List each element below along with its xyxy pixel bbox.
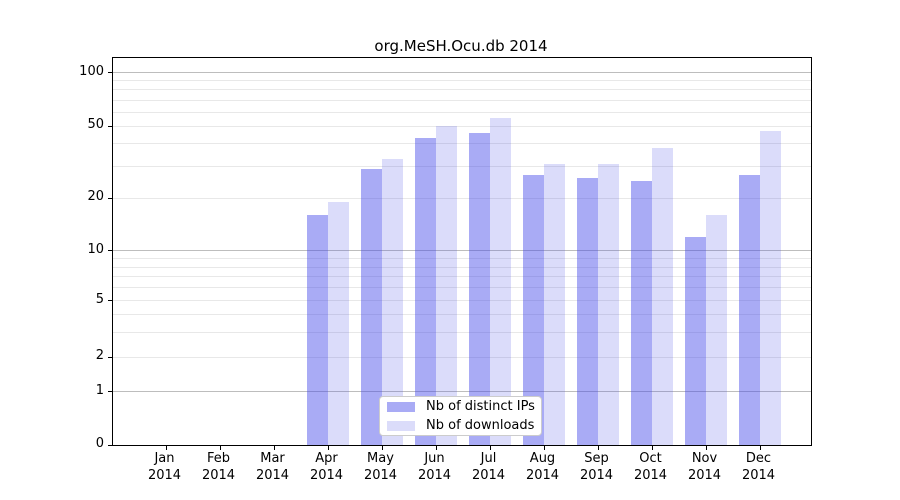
y-tick-label: 1	[95, 382, 104, 398]
x-tick-label: Jun 2014	[417, 451, 452, 483]
gridline-minor	[113, 276, 811, 278]
x-tick-label: Jan 2014	[147, 451, 182, 483]
bar-downloads	[651, 147, 673, 445]
bar-distinct-ips	[468, 132, 490, 445]
gridline-major	[113, 250, 811, 252]
x-tick-mark	[435, 446, 437, 450]
y-tick-label: 50	[87, 117, 104, 133]
x-tick-label: Dec 2014	[741, 451, 776, 483]
y-tick-mark	[108, 250, 112, 252]
x-tick-label: Jul 2014	[471, 451, 506, 483]
x-tick-mark	[597, 446, 599, 450]
gridline-minor	[113, 300, 811, 302]
y-tick-label: 100	[79, 63, 104, 79]
gridline-minor	[113, 99, 811, 101]
y-tick-label: 20	[87, 189, 104, 205]
x-tick-mark	[219, 446, 221, 450]
gridline-minor	[113, 111, 811, 113]
x-tick-label: Oct 2014	[633, 451, 668, 483]
legend-item-distinct-ips: Nb of distinct IPs	[387, 399, 541, 415]
legend-item-downloads: Nb of downloads	[387, 418, 541, 434]
bar-distinct-ips	[684, 237, 706, 445]
x-tick-mark	[489, 446, 491, 450]
chart-title: org.MeSH.Ocu.db 2014	[374, 37, 548, 55]
x-tick-mark	[759, 446, 761, 450]
x-tick-mark	[543, 446, 545, 450]
y-tick-mark	[108, 125, 112, 127]
gridline-minor	[113, 331, 811, 333]
gridline-minor	[113, 258, 811, 260]
gridline-minor	[113, 89, 811, 91]
x-tick-label: Mar 2014	[255, 451, 290, 483]
x-tick-label: Sep 2014	[579, 451, 614, 483]
x-tick-label: Apr 2014	[309, 451, 344, 483]
y-tick-mark	[108, 300, 112, 302]
x-tick-label: Feb 2014	[201, 451, 236, 483]
gridline-minor	[113, 80, 811, 82]
y-tick-label: 2	[95, 348, 104, 364]
bar-distinct-ips	[414, 138, 436, 445]
legend: Nb of distinct IPs Nb of downloads	[379, 396, 542, 436]
bar-downloads	[705, 215, 727, 445]
y-tick-label: 0	[95, 436, 104, 451]
x-tick-mark	[651, 446, 653, 450]
bar-downloads	[435, 126, 457, 445]
bar-downloads	[489, 117, 511, 445]
bar-distinct-ips	[360, 169, 382, 445]
gridline-minor	[113, 197, 811, 199]
legend-label-distinct-ips: Nb of distinct IPs	[426, 398, 535, 414]
x-tick-label: Nov 2014	[687, 451, 722, 483]
x-tick-mark	[705, 446, 707, 450]
y-tick-mark	[108, 197, 112, 199]
legend-swatch-downloads	[387, 420, 415, 431]
gridline-minor	[113, 125, 811, 127]
x-tick-mark	[381, 446, 383, 450]
x-tick-mark	[273, 446, 275, 450]
bar-downloads	[759, 131, 781, 445]
legend-swatch-distinct-ips	[387, 401, 415, 412]
x-tick-mark	[165, 446, 167, 450]
gridline-minor	[113, 266, 811, 268]
y-tick-mark	[108, 391, 112, 393]
plot-area: Nb of distinct IPs Nb of downloads	[108, 57, 812, 450]
bar-downloads	[597, 163, 619, 445]
y-tick-mark	[108, 72, 112, 73]
bar-distinct-ips	[576, 177, 598, 445]
y-tick-label: 5	[95, 291, 104, 307]
x-tick-mark	[327, 446, 329, 450]
gridline-major	[113, 391, 811, 393]
bar-distinct-ips	[522, 174, 544, 445]
bar-downloads	[543, 163, 565, 445]
legend-label-downloads: Nb of downloads	[426, 417, 535, 433]
gridline-minor	[113, 314, 811, 316]
bar-downloads	[327, 202, 349, 445]
gridline-minor	[113, 143, 811, 145]
bar-downloads	[381, 159, 403, 445]
gridline-major	[113, 72, 811, 73]
gridline-minor	[113, 166, 811, 168]
y-tick-mark	[108, 444, 112, 446]
bar-distinct-ips	[630, 180, 652, 445]
gridline-minor	[113, 356, 811, 358]
bar-distinct-ips	[306, 215, 328, 445]
y-axis-labels: 0 1 2 5 10 20 50 100	[0, 0, 104, 500]
x-tick-label: May 2014	[363, 451, 398, 483]
x-tick-label: Aug 2014	[525, 451, 560, 483]
y-tick-label: 10	[87, 241, 104, 257]
gridline-minor	[113, 287, 811, 289]
y-tick-mark	[108, 356, 112, 358]
bar-distinct-ips	[738, 174, 760, 445]
